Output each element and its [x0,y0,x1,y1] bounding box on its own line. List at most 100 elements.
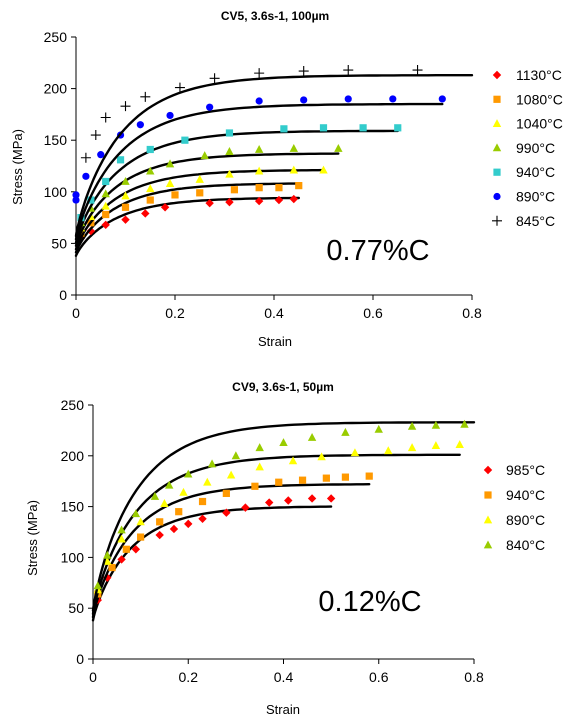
chart-top: CV5, 3.6s-1, 100µm Stress (MPa) Strain 0… [10,9,563,349]
data-point [150,491,160,500]
data-point [184,519,193,529]
y-tick-label: 150 [44,132,68,148]
legend-marker [492,215,502,226]
data-point [412,65,423,76]
data-point [341,473,350,481]
data-point [394,124,402,132]
x-tick-label: 0.2 [179,669,199,685]
data-point [165,159,175,168]
data-point [319,124,328,132]
data-point [460,419,469,428]
data-point [100,112,111,123]
legend-marker [493,192,501,201]
data-point [307,433,317,441]
data-point [265,498,274,507]
fit-curve-6 [74,74,474,238]
y-tick-label: 150 [61,499,85,515]
data-point [455,440,464,449]
fit-curve-3 [74,152,340,248]
data-point [279,438,288,446]
data-point [359,124,367,132]
y-tick-label: 0 [76,651,84,667]
data-point [93,581,102,590]
data-point [103,550,112,559]
chart-bottom-plot-area: 0 50 100 150 200 250 0 0.2 0.4 0.6 0.8 [61,397,484,685]
x-tick-label: 0.8 [464,669,484,685]
data-point [117,525,126,534]
data-point [102,210,110,219]
data-point [181,136,189,144]
data-point [431,420,441,429]
data-point [288,456,298,465]
legend-label: 1130°C [516,67,562,83]
chart-top-xlabel: Strain [258,334,292,349]
y-tick-label: 50 [51,235,67,251]
data-point [72,191,80,199]
data-point [200,151,209,160]
data-point [146,145,154,154]
data-point [222,489,230,497]
data-point [341,427,350,436]
data-point [184,469,193,478]
data-point [166,111,174,120]
data-point [156,518,164,526]
chart-bottom-title: CV9, 3.6s-1, 50µm [232,380,334,394]
data-point [307,494,317,503]
data-point [289,143,298,152]
chart-top-legend: 1130°C 1080°C 1040°C 990°C 940°C 890°C 845°C [492,67,563,229]
data-point [226,470,236,479]
legend-label: 840°C [506,537,545,553]
legend-marker [493,95,501,103]
x-tick-label: 0.4 [264,305,284,321]
data-point [203,477,212,486]
data-point [254,144,264,153]
data-point [289,165,298,174]
data-point [121,191,130,200]
y-tick-label: 0 [59,287,67,303]
chart-top-title: CV5, 3.6s-1, 100µm [221,9,329,23]
data-point [146,184,155,193]
data-point [225,147,234,155]
fit-curve-1 [74,182,300,254]
data-point [165,179,175,187]
data-point [117,534,126,543]
data-point [275,478,283,486]
data-point [317,452,326,461]
legend-marker [492,70,502,80]
data-point [121,215,130,224]
data-point [160,499,169,507]
data-point [438,95,446,103]
data-point [222,508,231,517]
data-point [251,482,259,490]
data-point [255,184,263,192]
data-point [350,448,360,457]
data-point [165,480,174,489]
x-tick-label: 0.6 [363,305,383,321]
data-point [209,73,220,84]
data-point [140,91,151,102]
data-point [90,130,101,141]
y-tick-label: 250 [61,397,85,413]
data-point [146,166,155,175]
data-point [146,196,154,204]
data-point [205,198,214,208]
data-point [136,517,145,526]
data-point [206,103,214,111]
data-point [407,421,417,430]
data-point [374,424,383,433]
data-point [230,186,238,194]
fit-curve-0 [74,196,300,257]
x-tick-label: 0.2 [165,305,185,321]
data-point [196,189,204,197]
data-point [195,174,204,183]
x-tick-label: 0 [72,305,80,321]
data-point [101,189,110,198]
x-tick-label: 0.4 [274,669,294,685]
data-point [155,530,164,540]
legend-label: 890°C [516,189,555,205]
data-point [141,209,150,218]
legend-marker [492,143,502,152]
data-point [389,95,397,103]
legend-label: 1040°C [516,116,563,132]
data-point [254,68,265,79]
